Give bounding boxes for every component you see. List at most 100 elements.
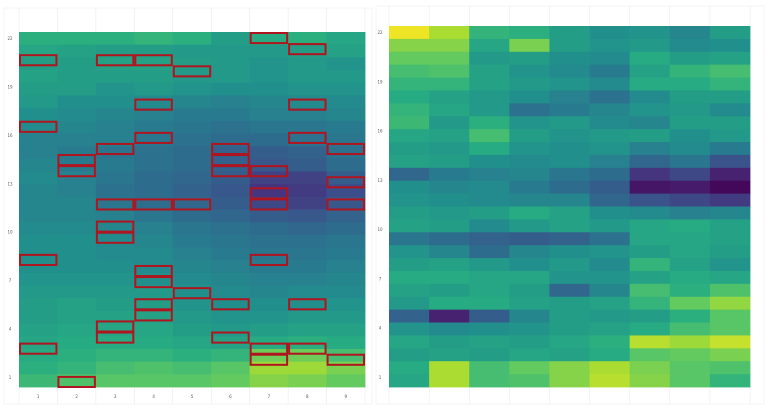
heatmap-cell <box>389 296 430 311</box>
heatmap-cell <box>389 51 430 66</box>
highlight-box <box>326 176 365 189</box>
heatmap-cell <box>509 38 550 53</box>
y-tick-label: 1 <box>9 375 12 380</box>
heatmap-cell <box>211 146 251 160</box>
heatmap-cell <box>709 232 751 246</box>
heatmap-cell <box>669 361 711 375</box>
heatmap-cell <box>211 374 251 388</box>
highlight-box <box>95 142 135 156</box>
x-tick-label: 3 <box>114 394 117 399</box>
heatmap-cell <box>134 32 174 46</box>
heatmap-cell <box>629 348 671 362</box>
heatmap-cell <box>389 116 430 130</box>
heatmap-cell <box>134 323 174 337</box>
heatmap-cell <box>429 322 470 336</box>
heatmap-cell <box>211 196 251 210</box>
heatmap-cell <box>549 335 590 349</box>
heatmap-cell <box>249 310 289 325</box>
heatmap-cell <box>709 180 751 194</box>
heatmap-cell <box>326 32 366 46</box>
heatmap-cell <box>326 158 366 172</box>
heatmap-cell <box>669 348 711 362</box>
heatmap-cell <box>57 222 97 236</box>
heatmap-cell <box>469 283 510 298</box>
heatmap-cell <box>172 247 212 261</box>
heatmap-cell <box>469 103 510 117</box>
heatmap-cell <box>326 361 366 375</box>
heatmap-cell <box>429 77 470 91</box>
heatmap-cell <box>589 193 631 207</box>
heatmap-cell <box>211 234 251 248</box>
highlight-box <box>249 353 289 366</box>
heatmap-cell <box>589 361 631 375</box>
heatmap-cell <box>709 154 751 169</box>
heatmap-cell <box>211 348 251 363</box>
heatmap-cell <box>326 323 366 337</box>
heatmap-cell <box>469 309 510 323</box>
heatmap-cell <box>134 298 174 312</box>
heatmap-cell <box>549 270 590 285</box>
heatmap-cell <box>629 129 671 143</box>
heatmap-cell <box>249 222 289 236</box>
heatmap-cell <box>669 38 711 53</box>
heatmap-cell <box>326 336 366 350</box>
heatmap-cell <box>429 26 470 40</box>
heatmap-cell <box>709 116 751 130</box>
heatmap-cell <box>57 247 97 261</box>
heatmap-cell <box>57 209 97 223</box>
heatmap-cell <box>211 184 251 198</box>
heatmap-cell <box>172 95 212 109</box>
heatmap-cell <box>172 133 212 147</box>
heatmap-cell <box>589 167 631 182</box>
heatmap-cell <box>172 120 212 134</box>
heatmap-cell <box>589 38 631 53</box>
heatmap-cell <box>509 142 550 156</box>
heatmap-cell <box>288 374 327 388</box>
highlight-box <box>134 298 173 311</box>
heatmap-cell <box>211 260 251 274</box>
highlight-box <box>134 276 173 289</box>
heatmap-cell <box>172 298 212 312</box>
heatmap-cell <box>172 260 212 274</box>
heatmap-cell <box>19 323 58 337</box>
heatmap-cell <box>211 44 251 58</box>
highlight-box <box>249 342 289 355</box>
heatmap-cell <box>389 77 430 91</box>
heatmap-cell <box>589 103 631 117</box>
plot-frame <box>3 7 373 405</box>
highlight-box <box>95 320 135 333</box>
heatmap-cell <box>19 158 58 172</box>
heatmap-cell <box>549 103 590 117</box>
highlight-box <box>172 287 212 300</box>
heatmap-cell <box>509 26 550 40</box>
heatmap-cell <box>172 348 212 363</box>
heatmap-cell <box>509 335 550 349</box>
heatmap-cell <box>429 38 470 53</box>
heatmap-cell <box>134 348 174 363</box>
heatmap-cell <box>19 209 58 223</box>
x-tick-label: 1 <box>37 394 40 399</box>
heatmap-cell <box>549 296 590 311</box>
heatmap-cell <box>211 361 251 375</box>
heatmap-cell <box>709 26 751 40</box>
heatmap-cell <box>429 309 470 323</box>
heatmap-cell <box>288 234 327 248</box>
heatmap-cell <box>629 64 671 78</box>
heatmap-cell <box>709 219 751 233</box>
heatmap-cell <box>172 234 212 248</box>
highlight-box <box>249 165 289 178</box>
heatmap-cell <box>469 374 510 388</box>
heatmap-cell <box>249 298 289 312</box>
heatmap-cell <box>549 26 590 40</box>
heatmap-cell <box>211 310 251 325</box>
heatmap-cell <box>589 116 631 130</box>
highlight-box <box>95 198 135 211</box>
highlight-box <box>134 98 173 111</box>
heatmap-cell <box>549 193 590 207</box>
heatmap-cell <box>709 51 751 66</box>
heatmap-cell <box>134 82 174 96</box>
heatmap-cell <box>469 142 510 156</box>
heatmap-cell <box>57 298 97 312</box>
x-tick-label: 7 <box>268 394 271 399</box>
heatmap-cell <box>389 38 430 53</box>
